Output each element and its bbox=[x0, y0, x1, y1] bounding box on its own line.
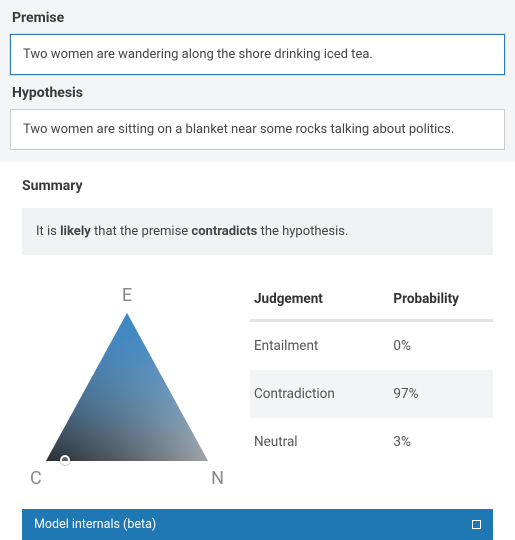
table-row: Neutral 3% bbox=[250, 418, 493, 466]
vertex-label-n: N bbox=[211, 468, 224, 489]
judgement-table: Judgement Probability Entailment 0% Cont… bbox=[250, 291, 493, 491]
probability-marker bbox=[60, 455, 70, 465]
inputs-panel: Premise Two women are wandering along th… bbox=[0, 0, 515, 162]
cell-prob: 3% bbox=[393, 434, 493, 450]
summary-likelihood: likely bbox=[60, 224, 91, 239]
model-internals-toggle[interactable]: Model internals (beta) bbox=[22, 509, 493, 540]
summary-text: It is likely that the premise contradict… bbox=[22, 208, 493, 255]
cell-label: Contradiction bbox=[250, 386, 393, 402]
simplex-triangle bbox=[46, 313, 208, 461]
summary-suffix: the hypothesis. bbox=[257, 224, 348, 239]
header-judgement: Judgement bbox=[250, 291, 393, 307]
vertex-label-c: C bbox=[30, 468, 42, 489]
vertex-label-e: E bbox=[122, 285, 132, 306]
hypothesis-label: Hypothesis bbox=[10, 75, 505, 109]
cell-label: Entailment bbox=[250, 338, 393, 354]
cell-prob: 0% bbox=[393, 338, 493, 354]
cell-label: Neutral bbox=[250, 434, 393, 450]
table-row: Entailment 0% bbox=[250, 322, 493, 370]
hypothesis-input[interactable]: Two women are sitting on a blanket near … bbox=[10, 109, 505, 150]
table-row: Contradiction 97% bbox=[250, 370, 493, 418]
expand-icon bbox=[472, 520, 481, 529]
summary-prefix: It is bbox=[36, 224, 60, 239]
probability-simplex: E C N bbox=[22, 291, 232, 491]
premise-label: Premise bbox=[10, 0, 505, 34]
summary-mid: that the premise bbox=[91, 224, 192, 239]
visualization-row: E C N bbox=[22, 291, 493, 491]
premise-input[interactable]: Two women are wandering along the shore … bbox=[10, 34, 505, 75]
table-header-row: Judgement Probability bbox=[250, 291, 493, 322]
summary-relation: contradicts bbox=[191, 224, 257, 239]
results-panel: Summary It is likely that the premise co… bbox=[0, 162, 515, 491]
header-probability: Probability bbox=[393, 291, 493, 307]
internals-label: Model internals (beta) bbox=[34, 517, 156, 532]
cell-prob: 97% bbox=[393, 386, 493, 402]
summary-heading: Summary bbox=[22, 178, 493, 194]
